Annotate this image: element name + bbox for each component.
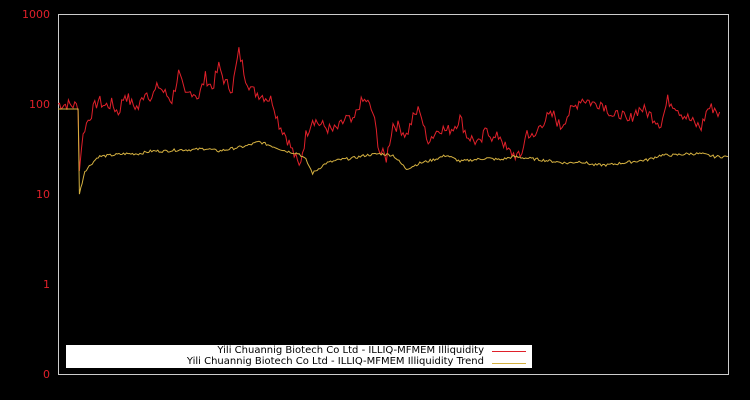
legend-swatch-line-icon	[492, 351, 526, 352]
y-tick-label: 100	[29, 98, 50, 111]
legend-swatch-line-icon	[492, 363, 526, 364]
y-tick-label: 1000	[22, 8, 50, 21]
series-layer	[57, 47, 729, 195]
legend-label: Yili Chuannig Biotech Co Ltd - ILLIQ-MFM…	[217, 345, 484, 356]
series-illiquidity-line	[57, 47, 721, 172]
legend: Yili Chuannig Biotech Co Ltd - ILLIQ-MFM…	[66, 345, 532, 368]
plot-frame	[58, 14, 729, 375]
y-tick-label: 0	[43, 368, 50, 381]
y-tick-label: 10	[36, 188, 50, 201]
series-illiquidity-trend-line	[58, 108, 729, 195]
y-tick-label: 1	[43, 278, 50, 291]
legend-label: Yili Chuannig Biotech Co Ltd - ILLIQ-MFM…	[186, 356, 484, 367]
